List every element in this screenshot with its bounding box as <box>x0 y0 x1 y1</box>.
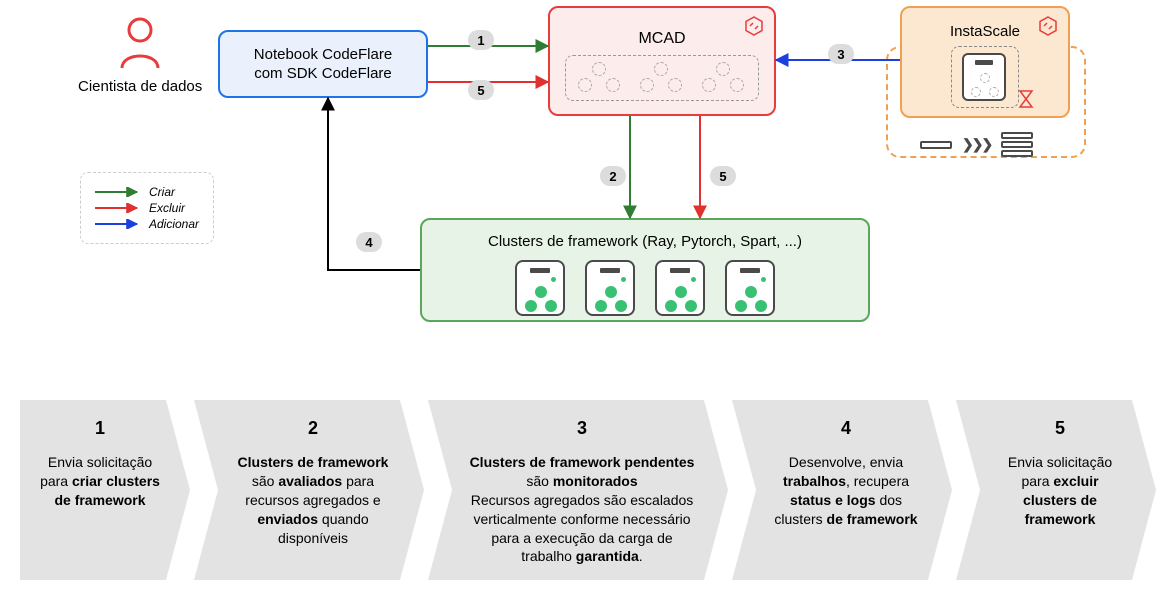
step-number: 5 <box>994 418 1126 439</box>
step-number: 4 <box>770 418 922 439</box>
mcad-node: MCAD <box>548 6 776 116</box>
legend-row: Adicionar <box>95 217 199 231</box>
step-text: Clusters de framework pendentes são moni… <box>466 453 698 566</box>
chevron-icon: ❯❯❯ <box>962 136 991 153</box>
mcad-cluster-icon <box>576 62 624 94</box>
cluster-box-icon <box>655 260 705 316</box>
person-label: Cientista de dados <box>78 78 202 95</box>
notebook-label-2: com SDK CodeFlare <box>254 64 392 84</box>
hex-icon <box>744 16 764 36</box>
legend-label: Excluir <box>149 201 185 215</box>
step-badge: 3 <box>828 44 854 64</box>
legend-label: Criar <box>149 185 175 199</box>
legend-arrow-icon <box>95 219 141 229</box>
servers-row: ❯❯❯ <box>920 132 1033 157</box>
legend-row: Excluir <box>95 201 199 215</box>
legend-arrow-icon <box>95 187 141 197</box>
step-chevron: 1 Envia solicitação para criar clusters … <box>20 400 190 580</box>
step-badge: 1 <box>468 30 494 50</box>
mcad-title: MCAD <box>638 29 685 50</box>
mcad-cluster-icon <box>700 62 748 94</box>
person-icon <box>116 16 164 72</box>
cluster-box-icon <box>725 260 775 316</box>
mcad-cluster-icon <box>638 62 686 94</box>
legend: Criar Excluir Adicionar <box>80 172 214 244</box>
step-badge: 5 <box>710 166 736 186</box>
legend-row: Criar <box>95 185 199 199</box>
step-number: 1 <box>40 418 160 439</box>
instascale-node: InstaScale <box>900 6 1070 118</box>
mcad-inner <box>565 55 759 101</box>
step-text: Desenvolve, envia trabalhos, recupera st… <box>770 453 922 529</box>
cluster-row <box>515 260 775 316</box>
legend-label: Adicionar <box>149 217 199 231</box>
clusters-node: Clusters de framework (Ray, Pytorch, Spa… <box>420 218 870 322</box>
step-chevron: 3 Clusters de framework pendentes são mo… <box>428 400 728 580</box>
step-number: 2 <box>232 418 394 439</box>
notebook-label-1: Notebook CodeFlare <box>254 45 392 65</box>
step-text: Envia solicitação para excluir clusters … <box>994 453 1126 529</box>
hourglass-icon <box>1018 89 1034 109</box>
notebook-node: Notebook CodeFlare com SDK CodeFlare <box>218 30 428 98</box>
step-chevron: 5 Envia solicitação para excluir cluster… <box>956 400 1156 580</box>
clusters-title: Clusters de framework (Ray, Pytorch, Spa… <box>488 232 802 252</box>
step-badge: 4 <box>356 232 382 252</box>
instascale-title: InstaScale <box>950 22 1020 42</box>
steps-row: 1 Envia solicitação para criar clusters … <box>20 400 1160 580</box>
legend-arrow-icon <box>95 203 141 213</box>
step-text: Clusters de framework são avaliados para… <box>232 453 394 547</box>
server-slot-icon <box>920 141 952 149</box>
step-chevron: 4 Desenvolve, envia trabalhos, recupera … <box>732 400 952 580</box>
step-text: Envia solicitação para criar clusters de… <box>40 453 160 510</box>
step-number: 3 <box>466 418 698 439</box>
data-scientist: Cientista de dados <box>78 16 202 95</box>
server-stack-icon <box>1001 132 1033 157</box>
instascale-box-icon <box>962 53 1006 101</box>
step-chevron: 2 Clusters de framework são avaliados pa… <box>194 400 424 580</box>
cluster-box-icon <box>585 260 635 316</box>
step-badge: 5 <box>468 80 494 100</box>
step-badge: 2 <box>600 166 626 186</box>
instascale-inner <box>951 46 1019 108</box>
cluster-box-icon <box>515 260 565 316</box>
hex-icon <box>1038 16 1058 36</box>
